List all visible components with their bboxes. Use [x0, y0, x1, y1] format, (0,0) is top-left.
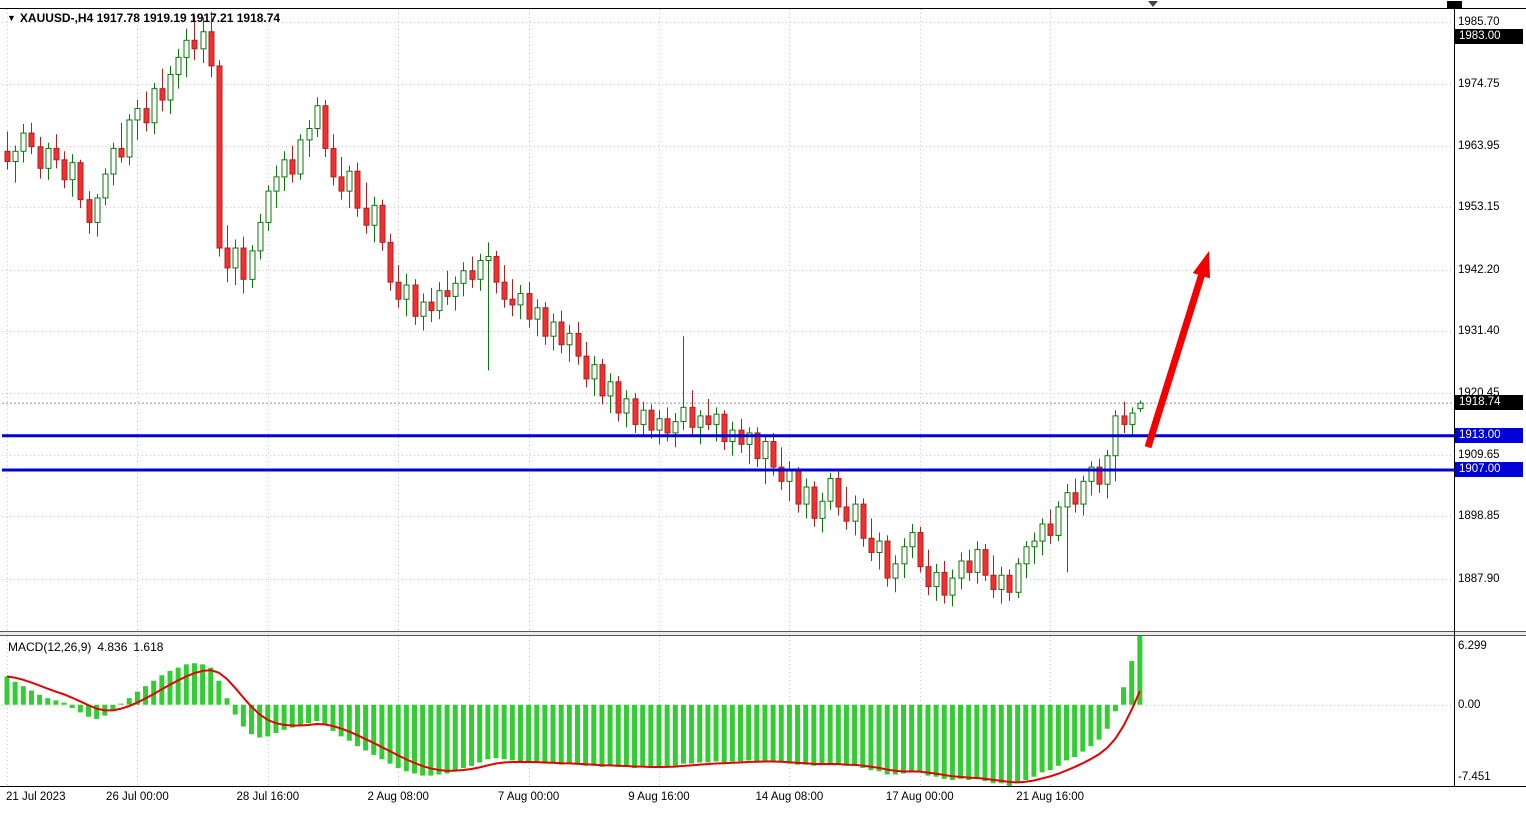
price-badge: 1918.74	[1455, 395, 1523, 411]
price-axis-label: 1909.65	[1458, 448, 1500, 461]
macd-label: MACD(12,26,9) 4.836 1.618	[8, 640, 169, 654]
price-axis-label: 1942.20	[1458, 263, 1500, 276]
price-badge: 1913.00	[1455, 427, 1523, 443]
price-axis-label: 1953.15	[1458, 201, 1500, 214]
macd-axis-label: 6.299	[1458, 640, 1487, 652]
top-right-marker	[1447, 1, 1462, 8]
time-axis-label: 21 Jul 2023	[6, 791, 66, 803]
macd-axis-label: -7.451	[1458, 771, 1491, 783]
macd-indicator-panel[interactable]	[2, 636, 1454, 786]
chart-top-border	[0, 8, 1526, 9]
time-axis[interactable]: 21 Jul 2023 26 Jul 00:00 28 Jul 16:00 2 Aug…	[0, 791, 1526, 811]
macd-signal-line	[6, 669, 1141, 784]
time-axis-label: 2 Aug 08:00	[367, 791, 429, 803]
price-axis-label: 1898.85	[1458, 510, 1500, 523]
macd-main-value: 4.836	[97, 640, 128, 654]
macd-histogram	[4, 636, 1143, 786]
time-axis-label: 7 Aug 00:00	[497, 791, 560, 803]
trend-arrow[interactable]	[1144, 250, 1210, 449]
candlesticks	[4, 11, 1144, 607]
panel-splitter[interactable]	[0, 631, 1526, 636]
time-axis-label: 21 Aug 16:00	[1016, 791, 1085, 803]
price-axis-label: 1963.95	[1458, 139, 1500, 152]
price-axis-label: 1887.90	[1458, 572, 1500, 585]
macd-signal-value: 1.618	[133, 640, 164, 654]
chart-title: ▼ XAUUSD-,H4 1917.78 1919.19 1917.21 1918…	[7, 11, 280, 25]
main-price-chart[interactable]	[2, 9, 1454, 631]
price-axis-separator	[1454, 8, 1455, 787]
price-axis-label: 1985.70	[1458, 16, 1500, 29]
time-axis-label: 26 Jul 00:00	[106, 791, 169, 803]
chart-shift-marker-icon[interactable]	[1148, 1, 1158, 7]
price-badge: 1983.00	[1455, 29, 1523, 45]
price-axis-label: 1974.75	[1458, 78, 1500, 91]
macd-axis-label: 0.00	[1458, 698, 1481, 711]
symbol-marker-icon: ▼	[7, 13, 16, 23]
macd-name: MACD(12,26,9)	[8, 640, 92, 654]
price-axis-label: 1931.40	[1458, 325, 1500, 338]
price-badge: 1907.00	[1455, 461, 1523, 477]
time-axis-label: 9 Aug 16:00	[628, 791, 690, 803]
time-axis-label: 28 Jul 16:00	[236, 791, 300, 803]
time-axis-label: 14 Aug 08:00	[755, 791, 824, 803]
time-axis-label: 17 Aug 00:00	[885, 791, 954, 803]
symbol-ohlc-text: XAUUSD-,H4 1917.78 1919.19 1917.21 1918.…	[19, 11, 281, 25]
chart-bottom-border	[0, 786, 1526, 787]
